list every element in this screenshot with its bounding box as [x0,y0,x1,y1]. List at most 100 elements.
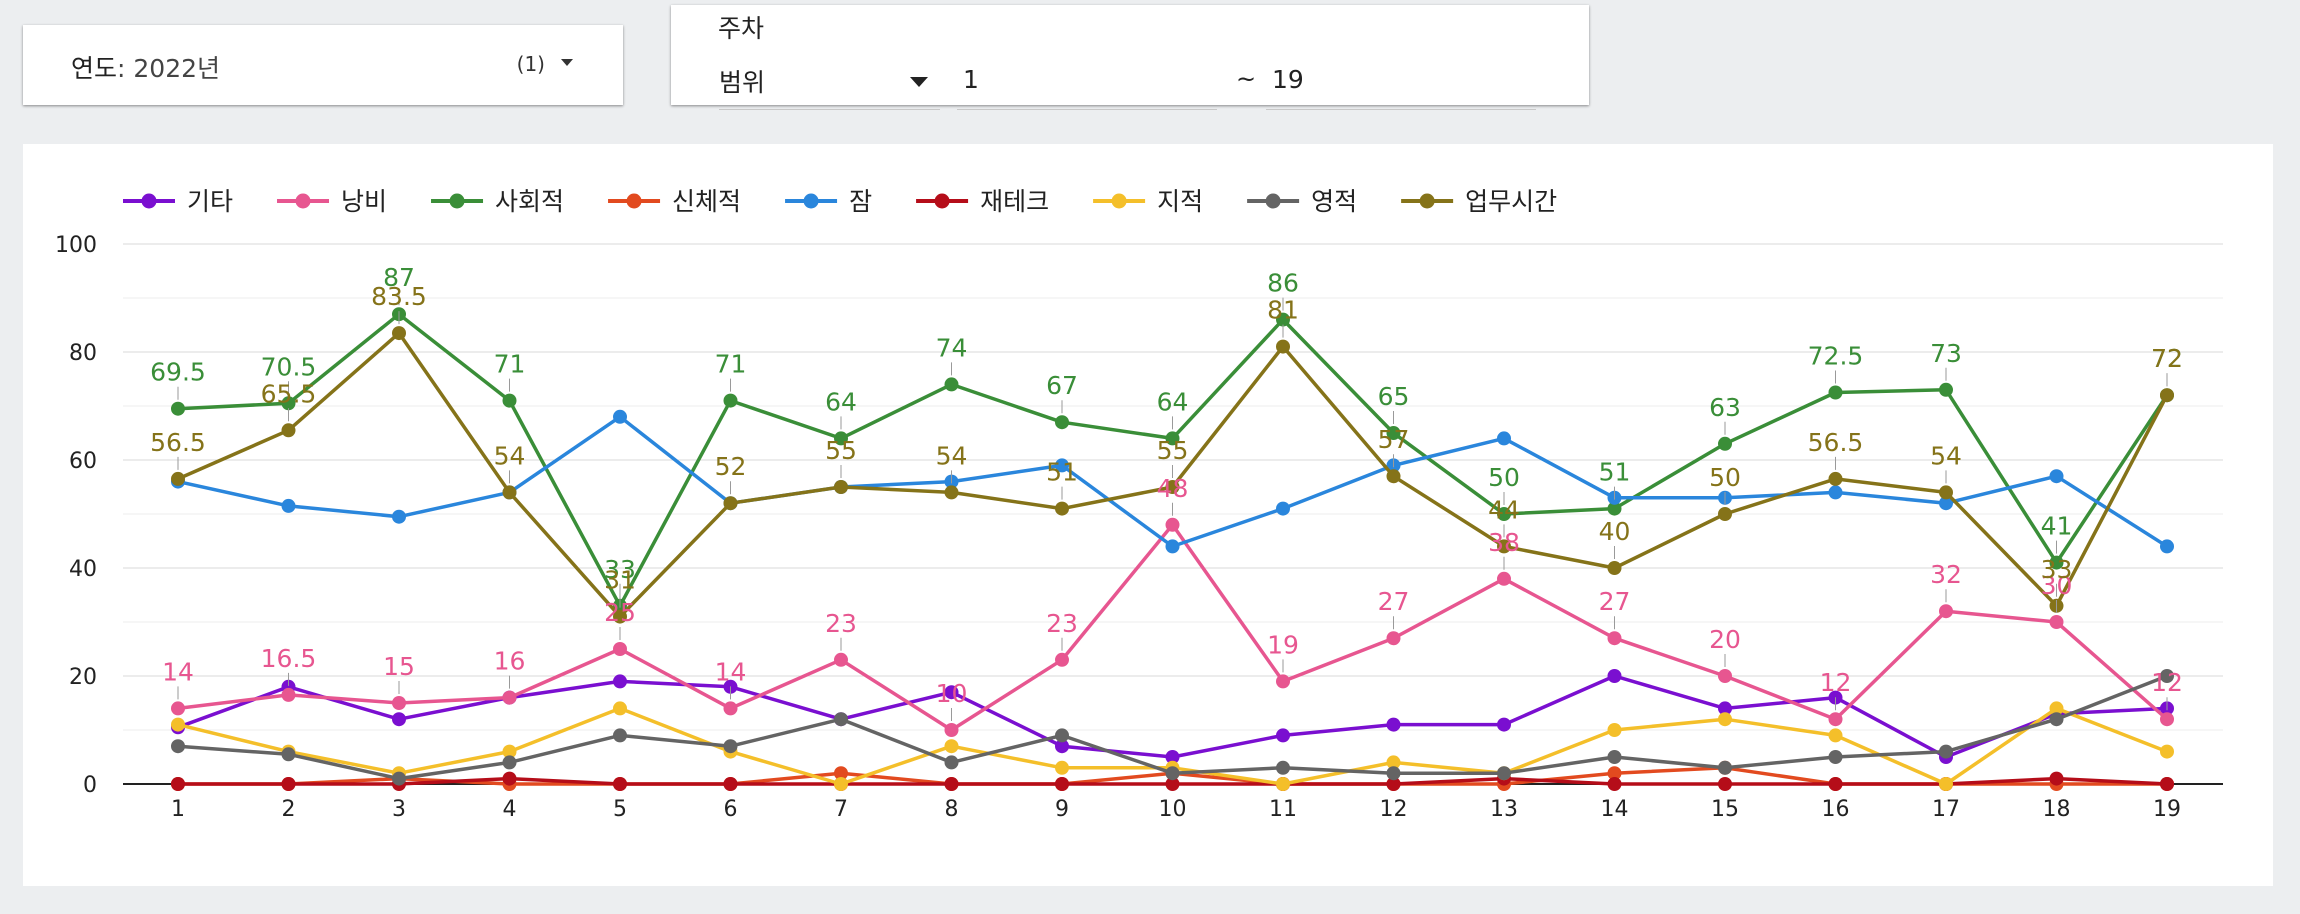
legend-marker [141,193,157,209]
legend-label: 지적 [1157,187,1203,216]
data-label: 20 [1709,625,1741,654]
data-point [1497,717,1511,732]
x-tick-label: 8 [945,797,959,822]
data-point [502,771,517,786]
data-point [2049,615,2064,629]
data-point [834,766,848,781]
data-label: 65 [1378,382,1410,411]
data-point [1718,701,1732,716]
data-point [2160,539,2174,554]
data-label: 50 [1709,463,1741,492]
y-tick-label: 0 [83,773,97,798]
data-label: 16.5 [261,644,317,673]
x-tick-label: 17 [1932,797,1960,822]
range-mode-select[interactable]: 범위 [719,57,940,110]
legend-label: 낭비 [341,187,387,216]
data-point [171,717,185,732]
data-point [1055,501,1069,516]
data-label: 48 [1157,474,1189,503]
data-point [1607,631,1622,646]
data-point [944,485,959,500]
x-tick-label: 18 [2043,797,2071,822]
data-point [2049,469,2064,484]
data-point [1939,604,1953,619]
data-point [613,609,627,624]
data-point [1828,385,1843,400]
data-point [1939,485,1953,500]
chart-panel: 0 20 40 60 80 100 1 2 3 4 5 6 7 8 9 10 11 12 13 14 15 16 17 18 1… [23,144,2273,886]
data-point [944,755,959,770]
data-point [834,480,848,494]
data-label: 23 [825,609,857,638]
data-point [502,744,517,759]
x-tick-label: 11 [1269,797,1297,822]
legend-label: 영적 [1311,187,1357,216]
data-label: 16 [494,647,526,676]
data-point [1607,750,1622,764]
year-selection-count: (1) [516,52,545,76]
x-tick-label: 10 [1159,797,1187,822]
data-label: 27 [1599,587,1631,616]
x-tick-label: 16 [1822,797,1850,822]
legend-marker [295,193,311,209]
data-point [1607,561,1622,575]
data-point [281,396,296,411]
x-tick-label: 15 [1711,797,1739,822]
data-label: 65.5 [261,379,317,408]
legend-label: 업무시간 [1465,187,1557,216]
data-point [1276,760,1290,775]
data-label: 14 [715,657,747,686]
dropdown-arrow-icon[interactable] [910,77,928,87]
series-line [177,523,2169,732]
data-point [1055,458,1069,473]
data-point [1276,501,1290,516]
data-point [1276,339,1290,354]
week-filter-title: 주차 [718,14,765,43]
data-point [392,326,406,341]
data-point [1276,777,1290,791]
data-point [502,485,517,500]
data-label: 19 [1267,630,1299,659]
data-label: 14 [162,657,194,686]
data-point [1718,760,1732,775]
year-filter[interactable]: 연도: 2022년 (1) [23,25,623,105]
year-filter-value: : 2022년 [117,54,221,83]
data-label: 54 [1930,441,1962,470]
data-point [1386,469,1401,484]
data-point [944,377,959,392]
data-point [834,712,848,727]
data-label: 50 [1488,463,1520,492]
range-start-input[interactable]: 1 [957,57,1217,110]
range-end-input[interactable]: 19 [1266,57,1536,110]
data-label: 15 [383,652,415,681]
week-filter: 주차 범위 1 ~ 19 [671,5,1589,110]
data-label: 64 [1157,387,1189,416]
x-tick-label: 12 [1380,797,1408,822]
data-point [723,777,738,791]
range-separator: ~ [1236,65,1257,93]
data-point [1165,539,1180,554]
data-point [1386,426,1401,440]
data-point [1939,382,1953,397]
dropdown-arrow-icon[interactable] [561,59,573,66]
x-tick-label: 4 [503,797,517,822]
data-label: 56.5 [1808,428,1864,457]
data-point [2049,712,2064,727]
data-point [1828,777,1843,791]
data-point [281,687,296,702]
data-point [834,777,848,791]
y-tick-label: 80 [69,341,97,366]
y-tick-label: 40 [69,557,97,582]
data-label: 67 [1046,371,1078,400]
data-point [944,739,959,754]
data-point [1055,728,1069,743]
data-label: 71 [494,350,526,379]
data-label: 51 [1599,458,1631,487]
data-label: 12 [2151,668,2183,697]
data-label: 71 [715,350,747,379]
data-point [613,674,627,689]
data-point [1055,739,1069,754]
data-label: 74 [936,333,968,362]
data-label: 73 [1930,339,1962,368]
data-point [392,696,406,710]
